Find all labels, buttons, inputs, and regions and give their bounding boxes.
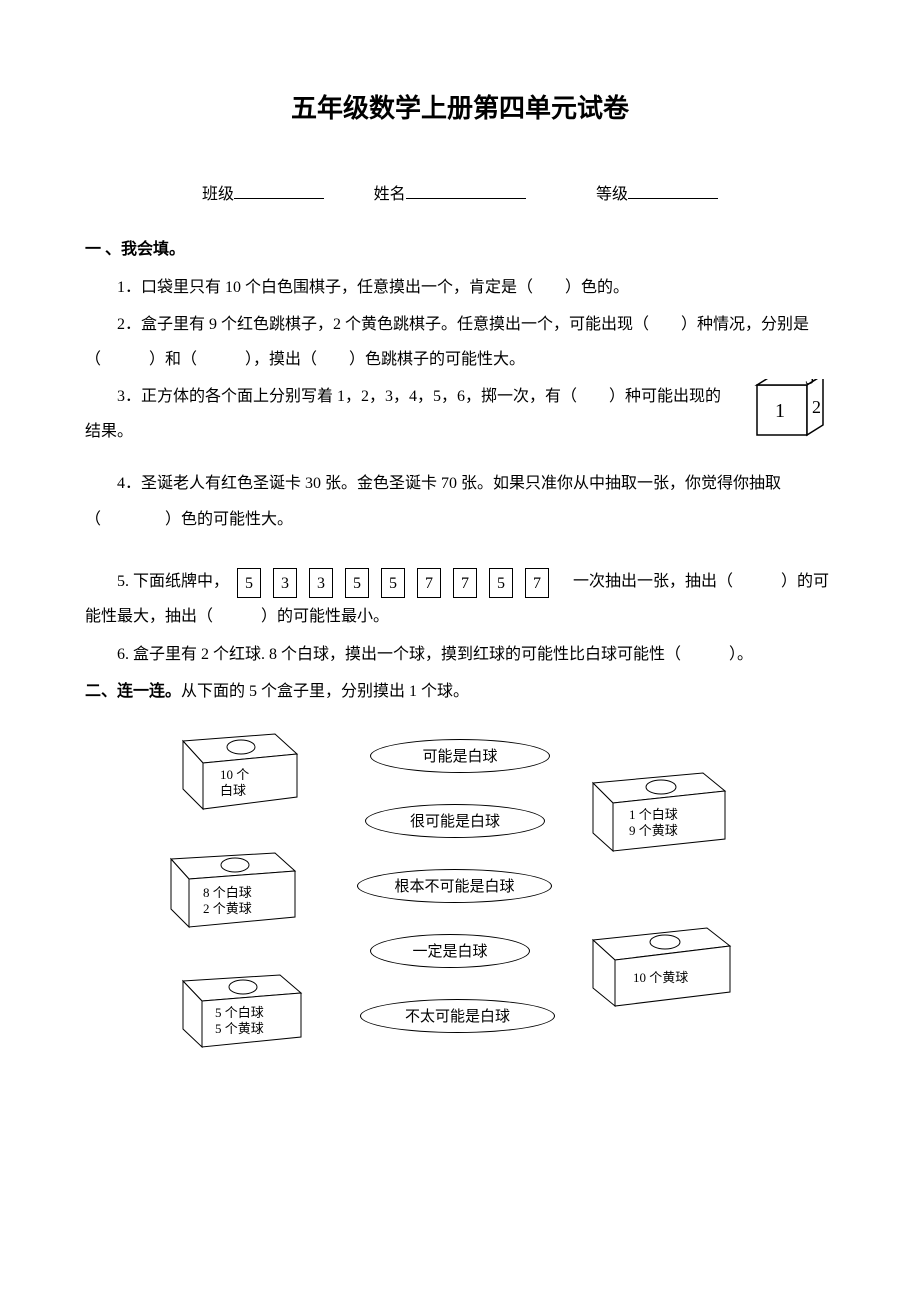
cube-face-1: 1 <box>775 400 785 422</box>
card-5: 5 <box>381 568 405 598</box>
card-8: 5 <box>489 568 513 598</box>
card-2: 3 <box>273 568 297 598</box>
section-1-heading: 一 、我会填。 <box>85 241 185 258</box>
box-d: 1 个白球 9 个黄球 <box>585 759 735 872</box>
student-info-line: 班级 姓名 等级 <box>85 177 835 212</box>
oval-2: 很可能是白球 <box>365 804 545 838</box>
svg-text:10 个黄球: 10 个黄球 <box>633 970 688 985</box>
card-3: 3 <box>309 568 333 598</box>
question-3: 3．正方体的各个面上分别写着 1，2，3，4，5，6，掷一次，有（ ）种可能出现… <box>85 379 835 449</box>
card-1: 5 <box>237 568 261 598</box>
svg-text:2 个黄球: 2 个黄球 <box>203 901 252 916</box>
cube-face-2: 2 <box>812 397 821 417</box>
matching-area: 10 个 白球 8 个白球 2 个黄球 5 个白球 5 个黄球 <box>85 719 835 1089</box>
box-c: 5 个白球 5 个黄球 <box>175 959 310 1067</box>
question-4: 4．圣诞老人有红色圣诞卡 30 张。金色圣诞卡 70 张。如果只准你从中抽取一张… <box>85 466 835 536</box>
svg-text:5 个白球: 5 个白球 <box>215 1005 264 1020</box>
name-label: 姓名 <box>374 186 406 203</box>
svg-text:白球: 白球 <box>220 783 246 798</box>
card-9: 7 <box>525 568 549 598</box>
svg-text:5 个黄球: 5 个黄球 <box>215 1021 264 1036</box>
oval-3: 根本不可能是白球 <box>357 869 552 903</box>
svg-text:1 个白球: 1 个白球 <box>629 807 678 822</box>
question-6: 6. 盒子里有 2 个红球. 8 个白球，摸出一个球，摸到红球的可能性比白球可能… <box>85 637 835 672</box>
name-blank <box>406 180 526 199</box>
oval-4: 一定是白球 <box>370 934 530 968</box>
section-2-sub: 从下面的 5 个盒子里，分别摸出 1 个球。 <box>181 683 469 700</box>
svg-text:9 个黄球: 9 个黄球 <box>629 823 678 838</box>
card-4: 5 <box>345 568 369 598</box>
section-2-heading: 二、连一连。 <box>85 683 181 700</box>
box-b: 8 个白球 2 个黄球 <box>165 839 305 947</box>
q5-prefix: 5. 下面纸牌中， <box>85 573 229 590</box>
svg-text:10 个: 10 个 <box>220 767 249 782</box>
question-2: 2．盒子里有 9 个红色跳棋子，2 个黄色跳棋子。任意摸出一个，可能出现（ ）种… <box>85 307 835 377</box>
box-a: 10 个 白球 <box>175 719 305 827</box>
oval-5: 不太可能是白球 <box>360 999 555 1033</box>
page-title: 五年级数学上册第四单元试卷 <box>85 80 835 137</box>
cards-row: 5 3 3 5 5 7 7 5 7 <box>233 573 557 590</box>
svg-text:8 个白球: 8 个白球 <box>203 885 252 900</box>
class-label: 班级 <box>202 186 234 203</box>
box-e: 10 个黄球 <box>585 914 740 1027</box>
cube-face-3: 3 <box>805 379 814 388</box>
grade-label: 等级 <box>596 186 628 203</box>
class-blank <box>234 180 324 199</box>
cube-figure: 1 2 3 <box>745 379 835 464</box>
oval-1: 可能是白球 <box>370 739 550 773</box>
card-6: 7 <box>417 568 441 598</box>
card-7: 7 <box>453 568 477 598</box>
grade-blank <box>628 180 718 199</box>
question-1: 1．口袋里只有 10 个白色围棋子，任意摸出一个，肯定是（ ）色的。 <box>85 270 835 305</box>
question-5: 5. 下面纸牌中， 5 3 3 5 5 7 7 5 7 一次抽出一张，抽出（ ）… <box>85 564 835 634</box>
